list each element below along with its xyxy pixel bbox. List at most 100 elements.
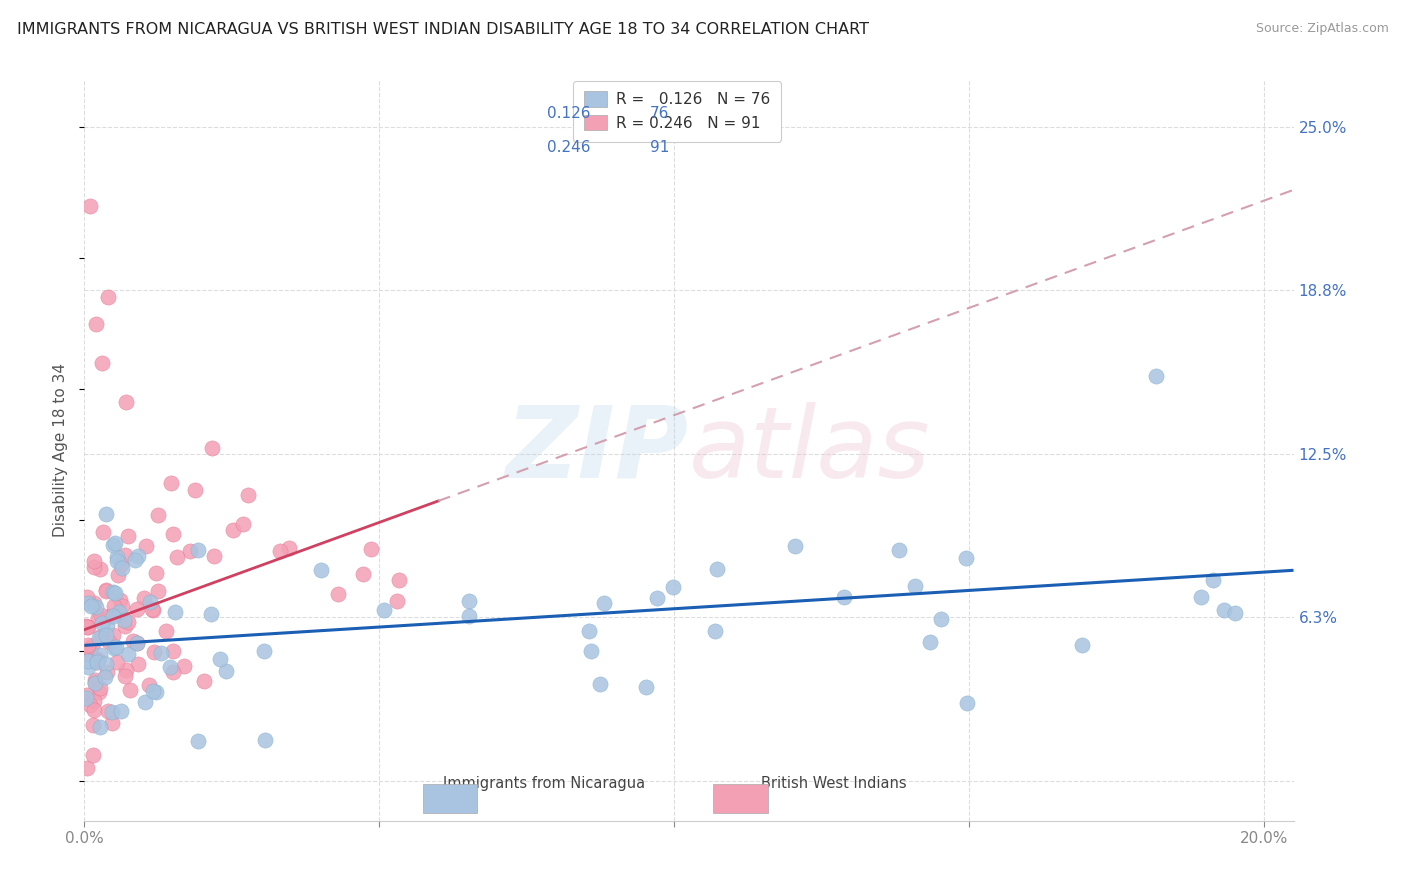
Point bbox=[76, 688, 98, 702]
Point bbox=[84, 676, 107, 690]
Point bbox=[139, 595, 162, 609]
Point bbox=[588, 677, 610, 691]
Point bbox=[458, 593, 481, 607]
Point bbox=[86, 652, 108, 666]
Point bbox=[253, 732, 276, 747]
Point bbox=[115, 663, 138, 677]
Point bbox=[145, 685, 167, 699]
Point bbox=[101, 716, 124, 731]
Point bbox=[108, 605, 131, 619]
Point bbox=[76, 620, 98, 634]
Point bbox=[96, 628, 118, 642]
Point bbox=[108, 593, 131, 607]
Text: ZIP: ZIP bbox=[506, 402, 689, 499]
Point bbox=[89, 681, 111, 695]
Point bbox=[125, 601, 148, 615]
Point bbox=[162, 644, 184, 658]
Point bbox=[105, 655, 128, 669]
Point bbox=[76, 596, 98, 610]
Point bbox=[142, 602, 165, 616]
Point bbox=[83, 675, 105, 690]
Point bbox=[903, 579, 925, 593]
Point bbox=[87, 631, 110, 645]
Point bbox=[107, 567, 129, 582]
Point bbox=[111, 599, 134, 614]
Point bbox=[352, 567, 374, 582]
Point bbox=[82, 747, 104, 762]
Point bbox=[83, 596, 105, 610]
Point bbox=[122, 634, 145, 648]
Point bbox=[166, 549, 188, 564]
Point bbox=[173, 659, 195, 673]
Point bbox=[183, 483, 205, 497]
Text: atlas: atlas bbox=[689, 402, 931, 499]
Point bbox=[578, 624, 600, 638]
Point bbox=[1223, 606, 1246, 620]
Point bbox=[94, 670, 117, 684]
Point bbox=[253, 644, 276, 658]
Point bbox=[114, 548, 136, 562]
Point bbox=[236, 488, 259, 502]
FancyBboxPatch shape bbox=[423, 784, 478, 814]
Point bbox=[142, 683, 165, 698]
Point bbox=[91, 615, 114, 630]
Point bbox=[90, 629, 112, 643]
Point bbox=[636, 681, 658, 695]
Point bbox=[110, 704, 132, 718]
Point bbox=[141, 601, 163, 615]
Point bbox=[96, 507, 118, 521]
Point bbox=[134, 695, 156, 709]
Point bbox=[83, 703, 105, 717]
Point bbox=[328, 587, 350, 601]
Point bbox=[97, 290, 120, 304]
Text: Source: ZipAtlas.com: Source: ZipAtlas.com bbox=[1256, 22, 1389, 36]
Point bbox=[79, 199, 101, 213]
Point bbox=[150, 646, 173, 660]
Point bbox=[458, 609, 481, 624]
Point bbox=[124, 553, 146, 567]
Point bbox=[579, 644, 602, 658]
Point bbox=[82, 717, 104, 731]
Point bbox=[79, 642, 101, 657]
Point bbox=[1212, 603, 1234, 617]
Point bbox=[200, 607, 222, 621]
Point bbox=[388, 573, 411, 587]
Point bbox=[127, 549, 149, 563]
Point bbox=[269, 544, 291, 558]
Point bbox=[79, 698, 101, 713]
Point bbox=[105, 550, 128, 565]
FancyBboxPatch shape bbox=[713, 784, 768, 814]
Point bbox=[94, 657, 117, 671]
Point bbox=[704, 624, 727, 638]
Point bbox=[186, 543, 208, 558]
Text: 76: 76 bbox=[650, 106, 669, 121]
Point bbox=[127, 636, 149, 650]
Point bbox=[77, 620, 100, 634]
Point bbox=[143, 644, 166, 658]
Point bbox=[127, 657, 149, 672]
Point bbox=[311, 563, 333, 577]
Point bbox=[105, 640, 128, 654]
Point bbox=[80, 639, 103, 653]
Point bbox=[918, 634, 941, 648]
Point bbox=[110, 557, 132, 571]
Point bbox=[162, 527, 184, 541]
Point bbox=[98, 609, 121, 624]
Point bbox=[104, 536, 127, 550]
Point bbox=[125, 636, 148, 650]
Point bbox=[232, 516, 254, 531]
Point bbox=[1202, 573, 1225, 587]
Point bbox=[76, 761, 98, 775]
Point bbox=[832, 590, 855, 604]
Point bbox=[94, 584, 117, 599]
Text: British West Indians: British West Indians bbox=[761, 776, 907, 791]
Point bbox=[83, 560, 105, 574]
Point bbox=[105, 553, 128, 567]
Point bbox=[79, 648, 101, 662]
Point bbox=[84, 317, 107, 331]
Point bbox=[114, 395, 136, 409]
Text: IMMIGRANTS FROM NICARAGUA VS BRITISH WEST INDIAN DISABILITY AGE 18 TO 34 CORRELA: IMMIGRANTS FROM NICARAGUA VS BRITISH WES… bbox=[17, 22, 869, 37]
Point bbox=[661, 580, 683, 594]
Point bbox=[97, 635, 120, 649]
Point bbox=[222, 523, 245, 537]
